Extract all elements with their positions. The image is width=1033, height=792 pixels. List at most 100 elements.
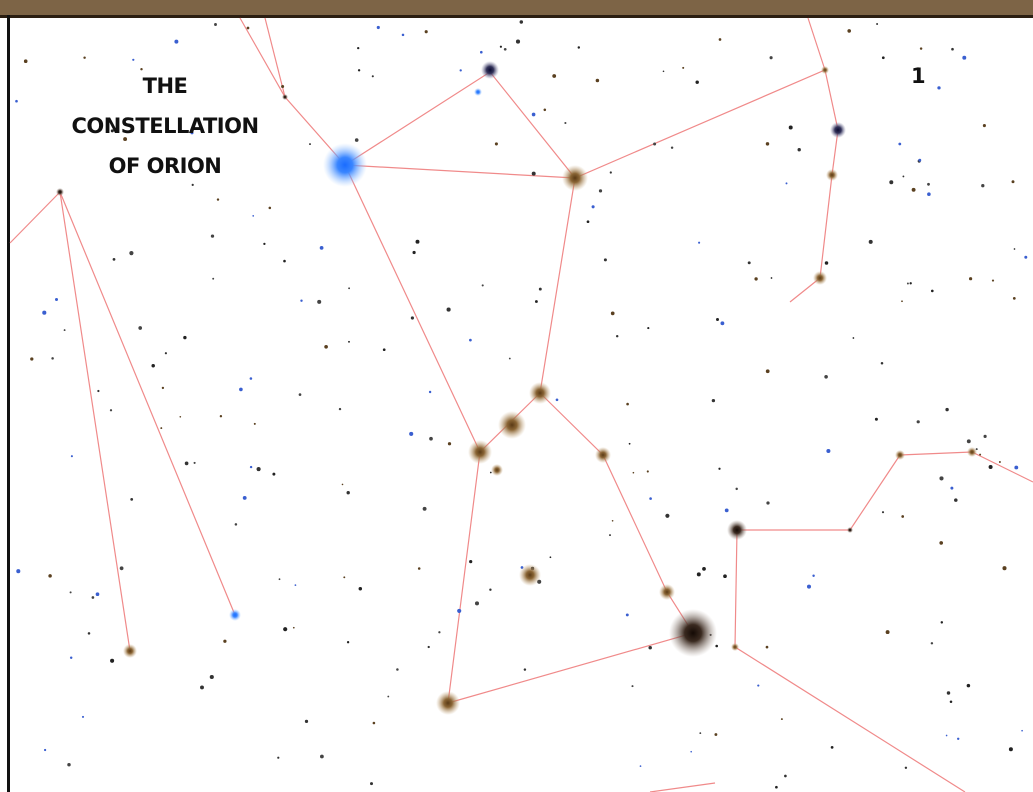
faint-star: [268, 206, 272, 210]
faint-star: [1002, 566, 1007, 571]
faint-star: [538, 287, 542, 291]
faint-star: [531, 171, 536, 176]
faint-star: [320, 754, 324, 759]
faint-star: [769, 56, 773, 60]
faint-star: [348, 287, 350, 290]
faint-star: [826, 448, 831, 454]
faint-star: [951, 47, 954, 51]
faint-star: [55, 298, 58, 301]
faint-star: [200, 685, 204, 690]
faint-star: [123, 137, 128, 142]
faint-star: [63, 329, 66, 332]
faint-star: [95, 592, 100, 597]
faint-star: [611, 519, 614, 522]
faint-star: [457, 608, 462, 613]
faint-star: [631, 685, 634, 688]
star: [56, 188, 64, 196]
faint-star: [937, 86, 941, 90]
faint-star: [212, 277, 215, 280]
title-line: THE: [143, 74, 188, 98]
line: [807, 17, 826, 71]
faint-star: [23, 59, 28, 63]
faint-star: [489, 588, 492, 591]
faint-star: [591, 205, 595, 209]
faint-star: [138, 326, 143, 330]
faint-star: [534, 300, 538, 303]
faint-star: [780, 718, 783, 721]
faint-star: [161, 386, 165, 390]
faint-star: [812, 574, 815, 577]
faint-star: [714, 733, 718, 736]
faint-star: [214, 23, 217, 26]
faint-star: [160, 427, 163, 430]
faint-star: [272, 472, 276, 476]
faint-star: [387, 695, 390, 698]
faint-star: [372, 721, 376, 725]
faint-star: [765, 369, 770, 374]
faint-star: [376, 25, 380, 30]
line: [447, 177, 694, 704]
faint-star: [904, 766, 908, 769]
faint-star: [1024, 255, 1028, 259]
star: [659, 584, 675, 600]
faint-star: [481, 284, 484, 287]
faint-star: [824, 375, 828, 379]
faint-star: [902, 175, 905, 178]
faint-star: [370, 782, 373, 786]
star: [967, 447, 977, 457]
faint-star: [69, 656, 73, 660]
faint-star: [16, 569, 21, 574]
faint-star: [283, 627, 288, 632]
faint-star: [670, 146, 674, 149]
star: [826, 169, 838, 181]
faint-star: [42, 310, 47, 315]
faint-star: [988, 464, 993, 470]
faint-stars: [15, 20, 1028, 789]
faint-star: [278, 578, 281, 581]
faint-star: [401, 33, 405, 37]
faint-star: [852, 337, 855, 339]
faint-star: [610, 311, 615, 316]
faint-star: [885, 630, 890, 635]
faint-star: [901, 515, 905, 518]
faint-star: [998, 461, 1001, 463]
faint-star: [757, 684, 760, 687]
faint-star: [770, 277, 773, 279]
faint-star: [1014, 465, 1019, 470]
star: [468, 440, 492, 464]
faint-star: [939, 541, 944, 545]
faint-star: [357, 69, 361, 72]
faint-star: [806, 584, 812, 589]
faint-star: [1021, 729, 1023, 732]
faint-star: [489, 471, 492, 474]
page-number: 1: [911, 64, 925, 88]
faint-star: [447, 442, 452, 446]
star: [595, 447, 611, 463]
faint-star: [129, 251, 134, 256]
star: [830, 122, 846, 138]
faint-star: [474, 601, 480, 606]
faint-star: [348, 340, 350, 343]
faint-star: [754, 277, 758, 281]
faint-star: [797, 148, 801, 152]
faint-star: [130, 498, 134, 501]
faint-star: [716, 318, 719, 321]
star: [669, 609, 717, 657]
faint-star: [209, 674, 214, 680]
faint-star: [662, 70, 665, 73]
faint-star: [51, 357, 54, 360]
line: [344, 164, 576, 179]
star: [323, 143, 367, 187]
faint-star: [696, 572, 701, 577]
faint-star: [239, 387, 243, 392]
faint-star: [174, 39, 179, 44]
bright-stars: [56, 61, 977, 715]
faint-star: [690, 750, 692, 753]
faint-star: [263, 242, 266, 246]
faint-star: [252, 215, 255, 217]
faint-star: [930, 642, 934, 645]
faint-star: [415, 239, 420, 244]
faint-star: [341, 483, 344, 486]
line: [9, 191, 61, 244]
faint-star: [499, 45, 502, 48]
